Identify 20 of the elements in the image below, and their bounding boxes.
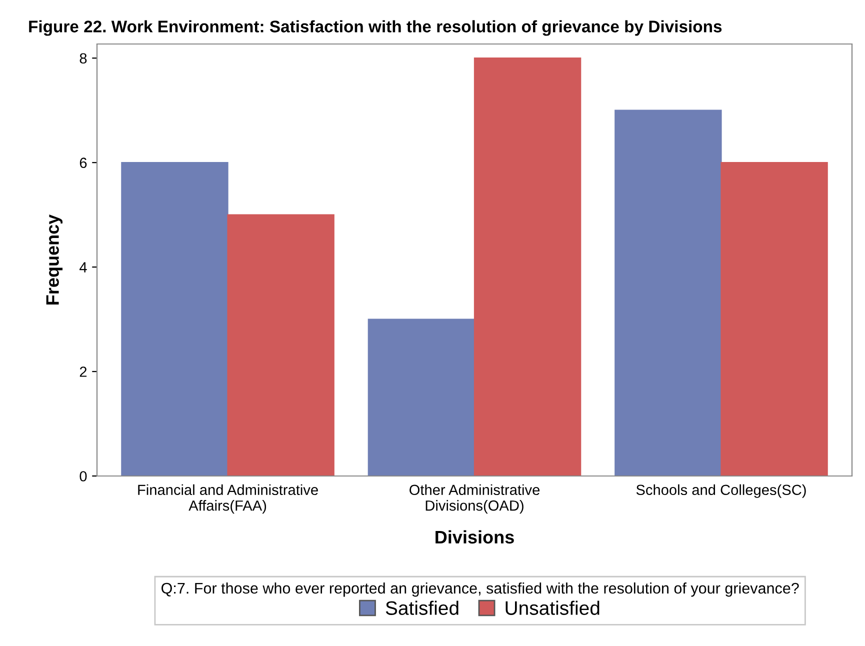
bar [474,58,582,476]
y-tick-label: 2 [80,366,87,377]
x-tick-label: Schools and Colleges(SC) [636,484,806,498]
x-tick-label: Financial and Administrative Affairs(FAA) [138,484,318,514]
y-axis-title: Frequency [46,214,62,304]
x-tick-label: Other Administrative Divisions(OAD) [410,484,540,514]
bar [227,214,334,476]
y-tick-label: 4 [80,262,87,272]
legend-label: Satisfied [386,600,458,615]
chart-title: Figure 22. Work Environment: Satisfaction with the resolution of grievance by Divisions [29,20,722,36]
y-tick-label: 6 [80,158,87,168]
x-axis-title: Divisions [436,530,514,544]
y-tick-label: 8 [80,53,87,64]
legend-title: Q:7. For those who ever reported an grievance, satisfied with the resolution of your grievance? [162,582,799,597]
bar [720,162,828,476]
legend-label: Unsatisfied [506,600,600,615]
bar [614,110,722,476]
bar [121,162,228,476]
y-tick-label: 0 [80,471,87,482]
bar [368,318,476,476]
